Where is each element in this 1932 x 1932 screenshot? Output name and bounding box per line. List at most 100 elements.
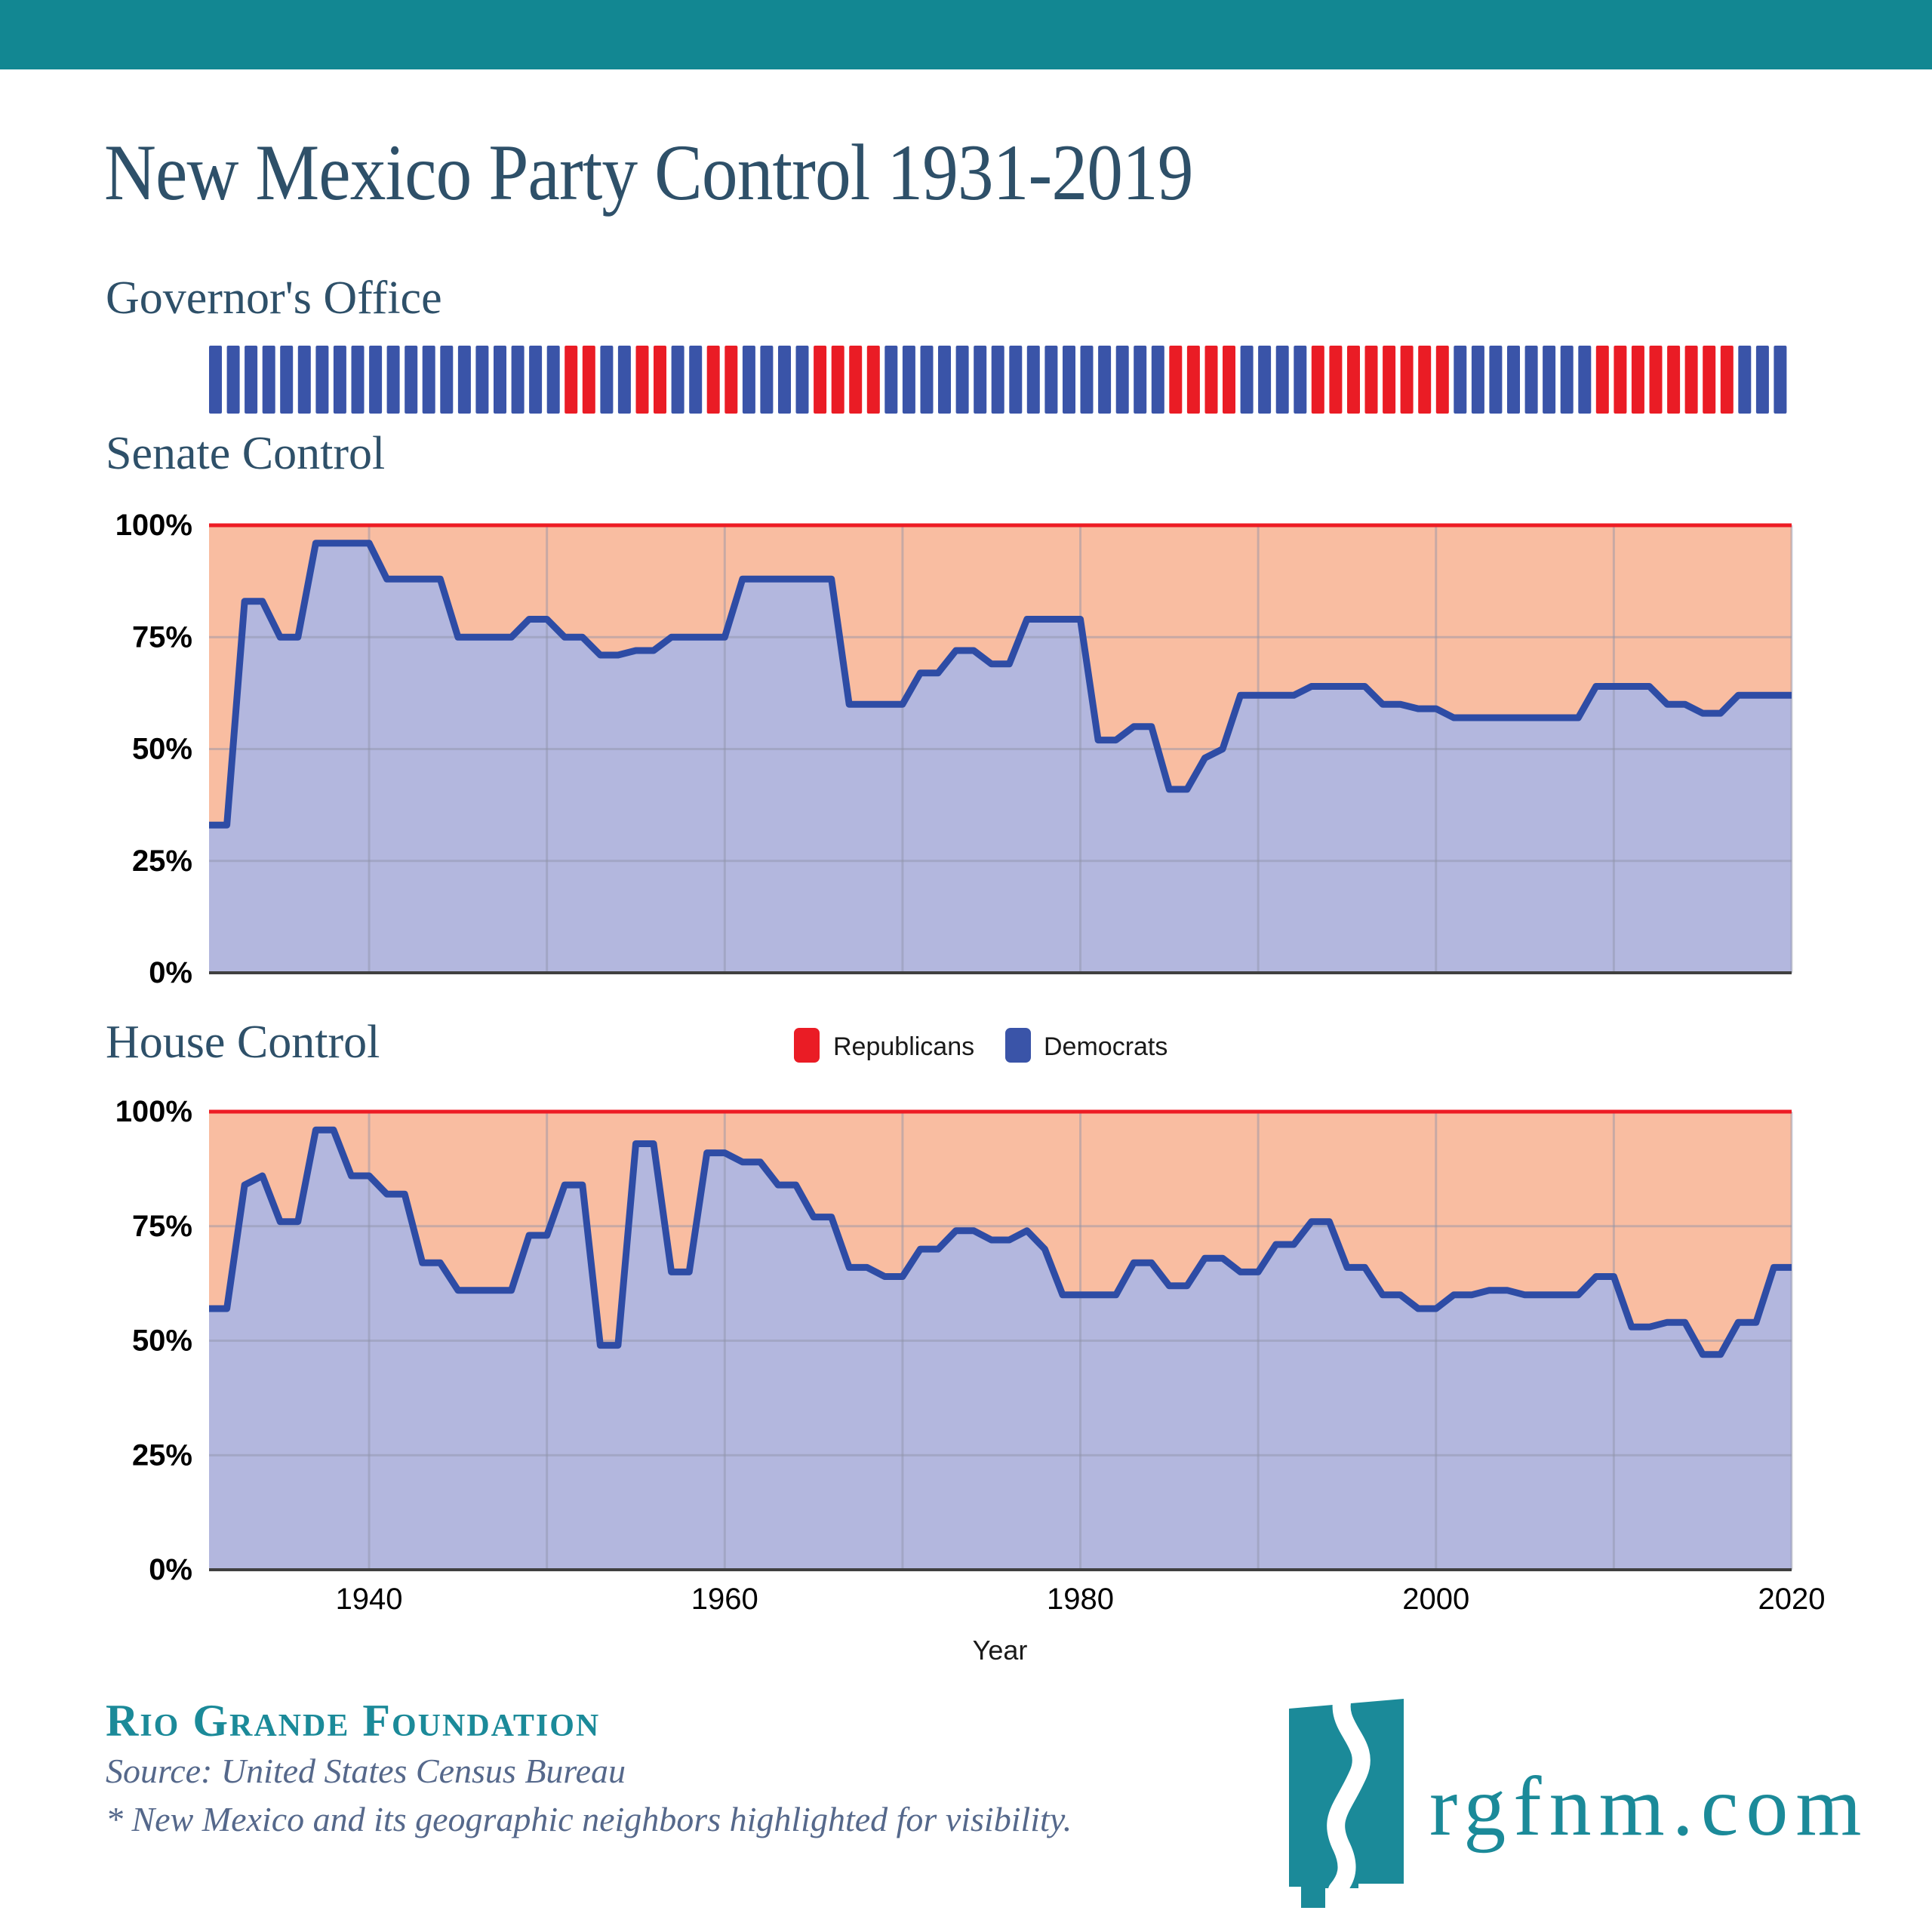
senate-section-heading: Senate Control — [106, 428, 386, 479]
governor-year-bar — [1418, 346, 1432, 414]
x-axis-title: Year — [972, 1635, 1028, 1666]
governor-year-bar — [849, 346, 863, 414]
governor-year-bar — [1614, 346, 1627, 414]
governor-year-bar — [724, 346, 738, 414]
governor-year-bar — [1524, 346, 1538, 414]
governor-year-bar — [1649, 346, 1663, 414]
governor-year-bar — [654, 346, 666, 414]
governor-year-bar — [1578, 346, 1592, 414]
governor-year-bar — [369, 346, 383, 414]
governor-year-bar — [315, 346, 329, 414]
footer-organization: Rio Grande Foundation — [106, 1696, 601, 1746]
governor-year-bar — [1560, 346, 1574, 414]
governor-year-bar — [1489, 346, 1503, 414]
governor-year-bar — [955, 346, 969, 414]
governor-year-bar — [991, 346, 1004, 414]
governor-year-bar — [529, 346, 543, 414]
governor-year-bar — [1595, 346, 1609, 414]
governor-year-bar — [1080, 346, 1094, 414]
governor-year-bar — [1240, 346, 1254, 414]
governor-year-bar — [1009, 346, 1023, 414]
footer-source-line: Source: United States Census Bureau — [106, 1752, 626, 1790]
y-tick-label: 0% — [149, 1553, 192, 1586]
governor-year-bar — [600, 346, 614, 414]
governor-year-bar — [742, 346, 755, 414]
governor-year-bar — [671, 346, 685, 414]
governor-year-bar — [262, 346, 275, 414]
governor-year-bar — [280, 346, 294, 414]
governor-year-bar — [706, 346, 720, 414]
governor-year-bar — [1294, 346, 1307, 414]
governor-year-bar — [1720, 346, 1734, 414]
governor-year-bar — [565, 346, 578, 414]
governor-year-bar — [1186, 346, 1200, 414]
governor-year-bar — [920, 346, 934, 414]
governor-year-bar — [1471, 346, 1484, 414]
governor-year-bar — [902, 346, 915, 414]
governor-year-bar — [333, 346, 346, 414]
y-tick-label: 50% — [132, 733, 192, 766]
y-tick-label: 25% — [132, 1438, 192, 1472]
governor-year-bar — [1383, 346, 1396, 414]
house-section-heading: House Control — [106, 1017, 380, 1068]
header-bar — [0, 0, 1932, 69]
governor-year-bar — [1631, 346, 1644, 414]
governor-year-bar — [1347, 346, 1360, 414]
governor-year-bar — [386, 346, 400, 414]
x-tick-label: 1960 — [691, 1583, 758, 1616]
democrat-share-line — [209, 1126, 1792, 1358]
governor-year-bar — [866, 346, 880, 414]
democrats-legend-label: Democrats — [1044, 1032, 1168, 1061]
governor-year-bar — [351, 346, 365, 414]
governor-year-bar — [1400, 346, 1414, 414]
governor-year-bar — [1684, 346, 1698, 414]
x-tick-label: 1980 — [1047, 1583, 1114, 1616]
governor-year-bar — [814, 346, 827, 414]
y-tick-label: 100% — [115, 509, 192, 542]
governor-section-heading: Governor's Office — [106, 272, 442, 324]
governor-year-bar — [1774, 346, 1787, 414]
governor-year-bar — [1507, 346, 1520, 414]
y-tick-label: 0% — [149, 956, 192, 989]
democrat-area-fill — [209, 1130, 1792, 1570]
governor-party-strip-chart — [209, 346, 1787, 414]
governor-year-bar — [546, 346, 560, 414]
governor-year-bar — [1738, 346, 1752, 414]
governor-year-bar — [475, 346, 489, 414]
governor-year-bar — [1169, 346, 1183, 414]
governor-year-bar — [1204, 346, 1218, 414]
governor-year-bar — [974, 346, 987, 414]
governor-year-bar — [1044, 346, 1058, 414]
governor-year-bar — [494, 346, 506, 414]
governor-year-bar — [760, 346, 774, 414]
y-tick-label: 75% — [132, 620, 192, 654]
footer-note-line: * New Mexico and its geographic neighbor… — [106, 1800, 1072, 1838]
governor-year-bar — [1115, 346, 1129, 414]
democrats-legend-swatch-icon — [1005, 1028, 1031, 1063]
governor-year-bar — [1667, 346, 1681, 414]
governor-year-bar — [582, 346, 595, 414]
republicans-legend-swatch-icon — [794, 1028, 820, 1063]
governor-year-bar — [226, 346, 240, 414]
governor-year-bar — [1755, 346, 1769, 414]
governor-year-bar — [1454, 346, 1467, 414]
x-tick-label: 1940 — [336, 1583, 403, 1616]
governor-year-bar — [617, 346, 631, 414]
governor-year-bar — [795, 346, 809, 414]
governor-year-bar — [1364, 346, 1378, 414]
governor-year-bar — [689, 346, 703, 414]
governor-year-bar — [1329, 346, 1343, 414]
governor-year-bar — [1435, 346, 1449, 414]
y-tick-label: 50% — [132, 1324, 192, 1358]
governor-year-bar — [831, 346, 844, 414]
page-title: New Mexico Party Control 1931-2019 — [104, 128, 1194, 217]
governor-year-bar — [422, 346, 435, 414]
y-tick-label: 75% — [132, 1210, 192, 1243]
governor-year-bar — [1703, 346, 1716, 414]
governor-year-bar — [440, 346, 454, 414]
governor-year-bar — [884, 346, 898, 414]
democrat-share-line — [209, 540, 1792, 829]
governor-year-bar — [1151, 346, 1164, 414]
governor-year-bar — [209, 346, 222, 414]
governor-year-bar — [1543, 346, 1556, 414]
